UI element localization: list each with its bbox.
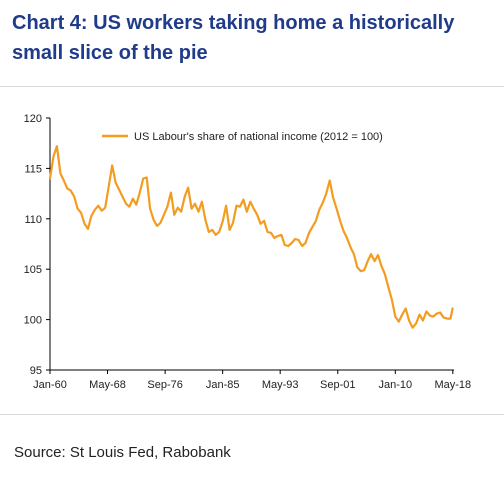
- y-tick-label: 95: [30, 365, 42, 377]
- y-tick-label: 115: [24, 163, 42, 175]
- series-group: [48, 145, 454, 329]
- y-tick-label: 120: [24, 113, 42, 125]
- x-tick-label: Sep-01: [320, 379, 355, 391]
- y-axis-ticks: 95 100 105 110 115 120: [24, 113, 50, 377]
- x-tick-label: May-18: [434, 379, 471, 391]
- source-note: Source: St Louis Fed, Rabobank: [14, 444, 231, 461]
- bottom-divider: [0, 414, 504, 415]
- x-tick-label: Sep-76: [147, 379, 182, 391]
- x-tick-label: Jan-10: [378, 379, 412, 391]
- y-tick-label: 100: [24, 315, 42, 327]
- top-divider: [0, 86, 504, 87]
- x-tick-label: Jan-60: [33, 379, 67, 391]
- x-tick-label: May-68: [89, 379, 126, 391]
- y-tick-label: 110: [24, 214, 42, 226]
- legend-label: US Labour's share of national income (20…: [134, 131, 383, 143]
- chart-axes: [49, 118, 454, 371]
- chart-title: Chart 4: US workers taking home a histor…: [12, 8, 492, 68]
- chart-title-line-1: Chart 4: US workers taking home a histor…: [12, 12, 455, 34]
- x-tick-label: Jan-85: [206, 379, 240, 391]
- x-axis-ticks: Jan-60 May-68 Sep-76 Jan-85 May-93 Sep-01 Jan-…: [33, 370, 471, 391]
- y-tick-label: 105: [24, 264, 42, 276]
- legend: US Labour's share of national income (20…: [102, 131, 383, 143]
- x-tick-label: May-93: [262, 379, 299, 391]
- series-line: [48, 145, 454, 329]
- chart-title-line-2: small slice of the pie: [12, 42, 208, 64]
